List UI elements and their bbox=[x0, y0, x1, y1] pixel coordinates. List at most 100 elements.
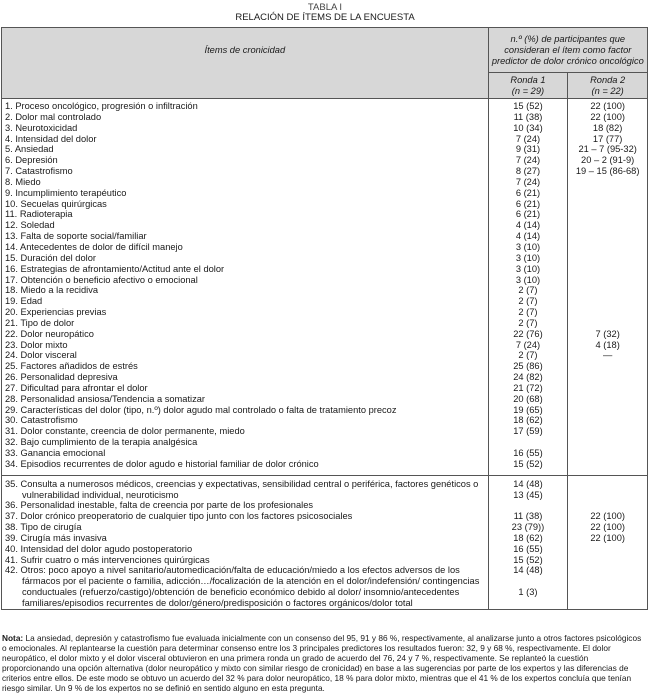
ronda2-value: 19 – 15 (86-68) bbox=[567, 166, 648, 177]
table-row: 22. Dolor neuropático 22 (76) 7 (32) bbox=[2, 328, 648, 340]
ronda2-value bbox=[567, 198, 648, 210]
table-row: 35. Consulta a numerosos médicos, creenc… bbox=[1, 474, 648, 501]
ronda1-value: 15 (52) bbox=[487, 554, 568, 566]
item-label: 12. Soledad bbox=[5, 220, 55, 231]
ronda2-value: 7 (32) bbox=[567, 328, 648, 340]
ronda2-value bbox=[567, 285, 648, 297]
item-label: 37. Dolor crónico preoperatorio de cualq… bbox=[5, 511, 353, 522]
ronda1-value bbox=[487, 437, 568, 448]
table-row: 34. Episodios recurrentes de dolor agudo… bbox=[2, 458, 648, 476]
table-row: 8. Miedo 7 (24) bbox=[2, 176, 648, 188]
ronda1-value: 22 (76) bbox=[487, 328, 568, 340]
ronda2-header: Ronda 2 (n = 22) bbox=[567, 72, 648, 99]
table-row: 29. Características del dolor (tipo, n.º… bbox=[2, 404, 648, 416]
ronda1-header: Ronda 1 (n = 29) bbox=[487, 72, 569, 99]
item-label: 31. Dolor constante, creencia de dolor p… bbox=[5, 426, 245, 437]
item-label: 16. Estrategias de afrontamiento/Actitud… bbox=[5, 263, 225, 274]
item-cell: 28. Personalidad ansiosa/Tendencia a som… bbox=[2, 394, 489, 405]
ronda2-value bbox=[567, 372, 648, 383]
item-label: 4. Intensidad del dolor bbox=[5, 133, 97, 144]
item-cell: 20. Experiencias previas bbox=[2, 307, 489, 318]
item-label: 3. Neurotoxicidad bbox=[5, 122, 78, 133]
item-label: 17. Obtención o beneficio afectivo o emo… bbox=[5, 274, 198, 285]
table-row: 7. Catastrofismo 8 (27) 19 – 15 (86-68) bbox=[2, 166, 648, 177]
ronda1-value: 4 (14) bbox=[487, 220, 568, 232]
ronda2-value: 22 (100) bbox=[567, 522, 648, 533]
note-label: Nota: bbox=[2, 633, 24, 643]
ronda2-value bbox=[567, 361, 648, 373]
table-row: 31. Dolor constante, creencia de dolor p… bbox=[2, 426, 648, 438]
table-body: 1. Proceso oncológico, progresión o infi… bbox=[1, 98, 648, 610]
item-cell: 41. Sufrir cuatro o más intervenciones q… bbox=[2, 555, 489, 566]
item-label: 19. Edad bbox=[5, 296, 43, 307]
ronda1-value: 2 (7) bbox=[487, 285, 568, 297]
table-row: 24. Dolor visceral 2 (7) — bbox=[2, 350, 648, 362]
items-column-header: Ítems de cronicidad bbox=[1, 27, 489, 73]
ronda1-value: 3 (10) bbox=[487, 252, 568, 264]
item-cell: 27. Dificultad para afrontar el dolor bbox=[2, 383, 489, 394]
item-label: 7. Catastrofismo bbox=[5, 166, 73, 177]
ronda1-value: 6 (21) bbox=[487, 198, 568, 210]
ronda2-value bbox=[567, 565, 648, 610]
ronda1-value: 3 (10) bbox=[487, 241, 568, 253]
item-label: 11. Radioterapia bbox=[5, 209, 73, 220]
item-label: 33. Ganancia emocional bbox=[5, 448, 106, 458]
item-label: 8. Miedo bbox=[5, 176, 41, 187]
table-row: 38. Tipo de cirugía 23 (79)) 22 (100) bbox=[2, 522, 648, 533]
ronda2-value bbox=[567, 437, 648, 448]
ronda1-value: 18 (62) bbox=[487, 415, 568, 427]
ronda2-value: 4 (18) bbox=[567, 339, 648, 351]
ronda1-value: 14 (48) 1 (3) bbox=[487, 565, 568, 610]
table-row: 33. Ganancia emocional 16 (55) bbox=[2, 448, 648, 459]
item-cell: 2. Dolor mal controlado bbox=[2, 112, 489, 123]
ronda2-value bbox=[567, 500, 648, 512]
table-row: 20. Experiencias previas 2 (7) bbox=[2, 307, 648, 318]
item-cell: 5. Ansiedad bbox=[2, 144, 489, 155]
table-row: 30. Catastrofismo 18 (62) bbox=[2, 415, 648, 427]
table-row: 40. Intensidad del dolor agudo postopera… bbox=[2, 543, 648, 555]
table-row: 25. Factores añadidos de estrés 25 (86) bbox=[2, 361, 648, 373]
item-cell: 30. Catastrofismo bbox=[2, 415, 489, 426]
ronda1-value: 11 (38) bbox=[487, 511, 568, 523]
item-cell: 38. Tipo de cirugía bbox=[2, 522, 489, 533]
ronda2-value bbox=[567, 176, 648, 188]
item-label: 10. Secuelas quirúrgicas bbox=[5, 198, 107, 209]
ronda1-value: 24 (82) bbox=[487, 372, 568, 383]
item-cell: 40. Intensidad del dolor agudo postopera… bbox=[2, 544, 489, 555]
item-cell: 37. Dolor crónico preoperatorio de cualq… bbox=[2, 511, 489, 522]
table-row: 32. Bajo cumplimiento de la terapia anal… bbox=[2, 437, 648, 448]
item-cell: 19. Edad bbox=[2, 296, 489, 307]
item-cell: 9. Incumplimiento terapéutico bbox=[2, 188, 489, 199]
item-label: 15. Duración del dolor bbox=[5, 252, 96, 263]
ronda1-value: 7 (24) bbox=[487, 133, 568, 145]
ronda1-value: 18 (62) bbox=[487, 532, 568, 544]
participants-group-header: n.º (%) de participantes que consideran … bbox=[487, 27, 649, 73]
ronda2-value bbox=[567, 274, 648, 286]
item-label: 30. Catastrofismo bbox=[5, 415, 78, 426]
item-label: 41. Sufrir cuatro o más intervenciones q… bbox=[5, 554, 210, 565]
table-row: 5. Ansiedad 9 (31) 21 – 7 (95-32) bbox=[2, 144, 648, 156]
ronda1-value: 3 (10) bbox=[487, 274, 568, 286]
ronda2-value bbox=[567, 263, 648, 275]
item-label: 38. Tipo de cirugía bbox=[5, 522, 82, 533]
ronda1-value: 7 (24) bbox=[487, 176, 568, 188]
item-cell: 8. Miedo bbox=[2, 177, 489, 188]
items-column-header-spacer bbox=[1, 72, 489, 99]
item-cell: 26. Personalidad depresiva bbox=[2, 372, 489, 383]
item-label: 1. Proceso oncológico, progresión o infi… bbox=[5, 101, 198, 111]
table-row: 2. Dolor mal controlado 11 (38) 22 (100) bbox=[2, 111, 648, 123]
item-label: 39. Cirugía más invasiva bbox=[5, 532, 107, 543]
item-cell: 7. Catastrofismo bbox=[2, 166, 489, 177]
item-label: 35. Consulta a numerosos médicos, creenc… bbox=[5, 478, 479, 500]
ronda1-value: 6 (21) bbox=[487, 209, 568, 221]
ronda2-value: 18 (82) bbox=[567, 122, 648, 134]
table-row: 42. Otros: poco apoyo a nivel sanitario/… bbox=[2, 565, 648, 610]
ronda1-value: 8 (27) bbox=[487, 166, 568, 177]
item-label: 25. Factores añadidos de estrés bbox=[5, 361, 138, 372]
table-title: RELACIÓN DE ÍTEMS DE LA ENCUESTA bbox=[235, 12, 415, 23]
item-label: 28. Personalidad ansiosa/Tendencia a som… bbox=[5, 393, 206, 404]
item-label: 5. Ansiedad bbox=[5, 144, 54, 155]
ronda1-value: 2 (7) bbox=[487, 307, 568, 318]
item-label: 18. Miedo a la recidiva bbox=[5, 285, 99, 296]
ronda1-value: 15 (52) bbox=[487, 98, 568, 112]
